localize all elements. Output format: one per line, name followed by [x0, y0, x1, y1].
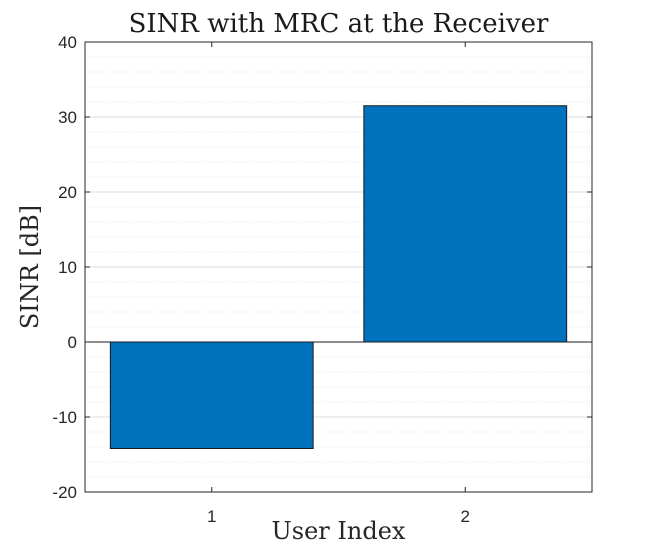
x-axis-label: User Index — [272, 517, 406, 545]
chart-title: SINR with MRC at the Receiver — [129, 9, 549, 39]
y-axis-label: SINR [dB] — [16, 205, 44, 329]
y-tick-label: -20 — [52, 483, 77, 502]
y-tick-label: 30 — [58, 108, 77, 127]
x-tick-label: 2 — [461, 507, 470, 526]
y-tick-label: -10 — [52, 408, 77, 427]
y-tick-label: 0 — [68, 333, 77, 352]
y-tick-label: 20 — [58, 183, 77, 202]
axis-ticks: -20 -10 0 10 20 30 40 1 2 — [52, 33, 592, 526]
bar-user-2 — [363, 105, 568, 343]
bar-user-1 — [109, 341, 314, 449]
bars — [109, 105, 568, 449]
y-tick-label: 10 — [58, 258, 77, 277]
y-tick-label: 40 — [58, 33, 77, 52]
x-tick-label: 1 — [207, 507, 216, 526]
